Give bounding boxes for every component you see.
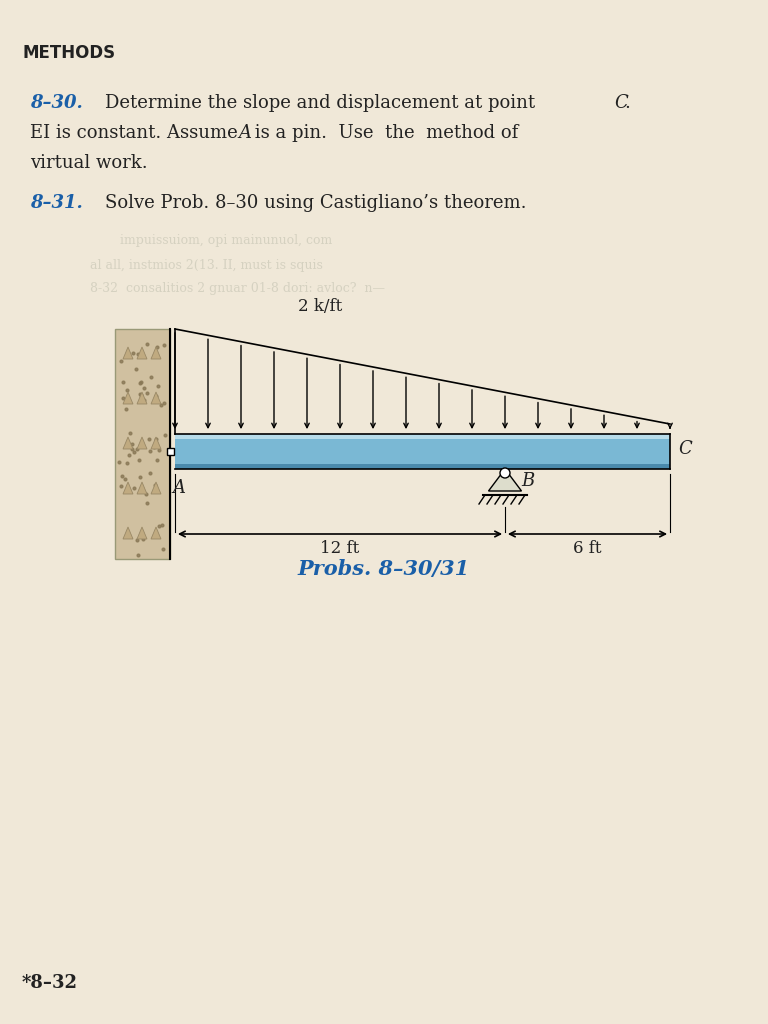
Text: Probs. 8–30/31: Probs. 8–30/31 [298, 559, 470, 579]
Bar [175, 464, 670, 469]
Text: EI is constant. Assume: EI is constant. Assume [30, 124, 243, 142]
Text: 6 ft: 6 ft [573, 540, 602, 557]
Bar [175, 434, 670, 439]
Polygon shape [123, 527, 133, 539]
Text: 12 ft: 12 ft [320, 540, 359, 557]
Text: C: C [614, 94, 627, 112]
Polygon shape [137, 347, 147, 359]
Text: C: C [678, 440, 692, 459]
Polygon shape [151, 437, 161, 449]
Polygon shape [488, 469, 521, 490]
Circle shape [500, 468, 510, 478]
Text: impuissuiom, opi mainunuol, com: impuissuiom, opi mainunuol, com [120, 234, 333, 247]
Text: Determine the slope and displacement at point: Determine the slope and displacement at … [105, 94, 541, 112]
Text: 8–31.: 8–31. [30, 194, 83, 212]
Text: *8–32: *8–32 [22, 974, 78, 992]
Text: 8–30.: 8–30. [30, 94, 83, 112]
Text: A: A [238, 124, 251, 142]
Text: B: B [521, 472, 535, 490]
Polygon shape [123, 347, 133, 359]
Polygon shape [123, 392, 133, 404]
Polygon shape [137, 437, 147, 449]
Text: virtual work.: virtual work. [30, 154, 147, 172]
Polygon shape [123, 482, 133, 494]
Text: is a pin.  Use  the  method of: is a pin. Use the method of [249, 124, 518, 142]
Text: .: . [624, 94, 630, 112]
Text: METHODS: METHODS [22, 44, 115, 62]
Polygon shape [137, 392, 147, 404]
Polygon shape [137, 482, 147, 494]
Polygon shape [151, 527, 161, 539]
Text: 2 k/ft: 2 k/ft [298, 298, 342, 315]
Polygon shape [137, 527, 147, 539]
Polygon shape [151, 482, 161, 494]
Text: al all, instmios 2(13. II, must is squis: al all, instmios 2(13. II, must is squis [90, 259, 323, 272]
Polygon shape [123, 437, 133, 449]
Text: 8-32  consalitios 2 gnuar 01-8 dori: avloc?  n—: 8-32 consalitios 2 gnuar 01-8 dori: avlo… [90, 282, 385, 295]
Bar [175, 434, 670, 469]
Bar [167, 449, 174, 455]
Text: A: A [172, 479, 185, 497]
Polygon shape [151, 392, 161, 404]
Polygon shape [151, 347, 161, 359]
Bar [115, 329, 170, 559]
Text: Solve Prob. 8–30 using Castigliano’s theorem.: Solve Prob. 8–30 using Castigliano’s the… [105, 194, 527, 212]
